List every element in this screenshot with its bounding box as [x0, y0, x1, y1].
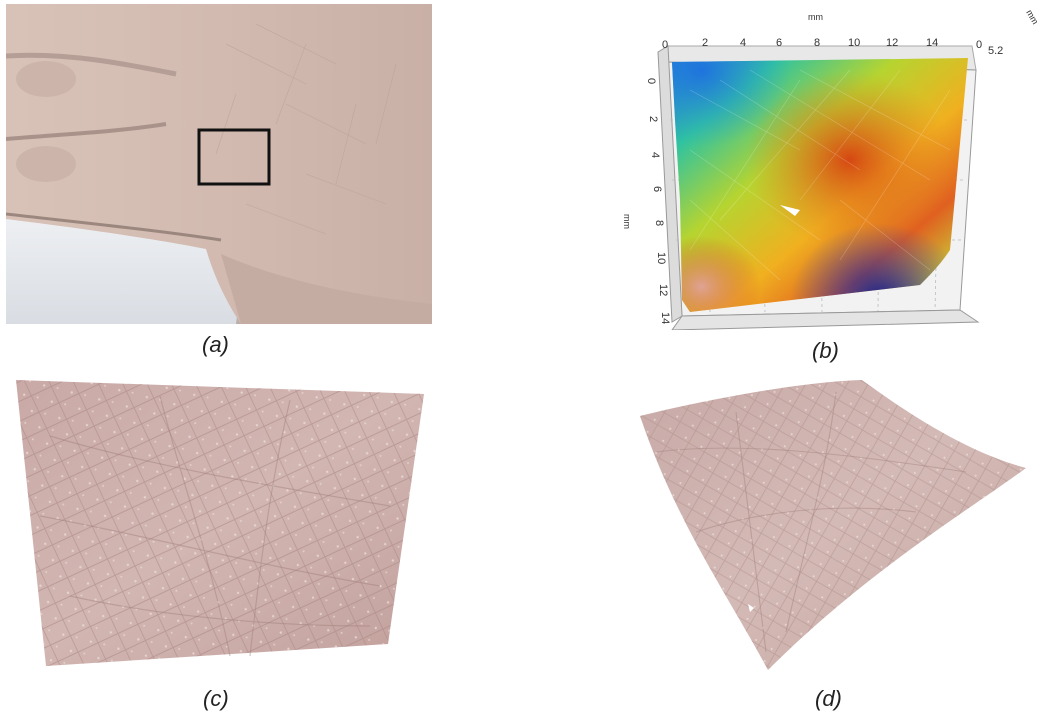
skin-texture-oblique [640, 380, 1026, 670]
y-tick-10: 10 [655, 252, 667, 264]
x-tick-4: 4 [740, 37, 746, 49]
x-tick-14: 14 [926, 37, 938, 49]
y-axis-unit: mm [622, 214, 632, 229]
y-tick-12: 12 [657, 284, 669, 296]
y-tick-6: 6 [651, 186, 663, 192]
x-tick-8: 8 [814, 37, 820, 49]
y-tick-2: 2 [647, 116, 659, 122]
caption-b: (b) [812, 338, 839, 363]
y-tick-4: 4 [649, 152, 661, 158]
x-axis-unit: mm [808, 12, 823, 22]
z-tick-5-2: 5.2 [988, 45, 1003, 57]
panel-a-hand-photo [5, 4, 432, 324]
z-tick-0: 0 [976, 39, 982, 51]
panel-b-3d-height-map: 0 2 4 6 8 10 12 14 0 5.2 mm mm mm 0 2 4 … [600, 0, 1040, 331]
z-axis-unit: mm [1024, 8, 1040, 26]
y-tick-0: 0 [645, 78, 657, 84]
skin-texture-frontal [16, 380, 424, 666]
height-map-plot: 0 2 4 6 8 10 12 14 0 5.2 mm mm mm 0 2 4 … [622, 8, 1040, 331]
y-tick-14: 14 [659, 312, 671, 324]
hand-photo-image [5, 4, 432, 324]
x-tick-12: 12 [886, 37, 898, 49]
caption-d: (d) [815, 686, 842, 711]
x-tick-2: 2 [702, 37, 708, 49]
panel-c-skin-texture [10, 376, 430, 670]
y-tick-8: 8 [653, 220, 665, 226]
panel-d-skin-texture-oblique [636, 372, 1030, 678]
caption-c: (c) [203, 686, 229, 711]
region-of-interest-box [197, 128, 271, 186]
x-tick-0: 0 [662, 39, 668, 51]
x-tick-6: 6 [776, 37, 782, 49]
caption-a: (a) [202, 332, 229, 357]
x-tick-10: 10 [848, 37, 860, 49]
